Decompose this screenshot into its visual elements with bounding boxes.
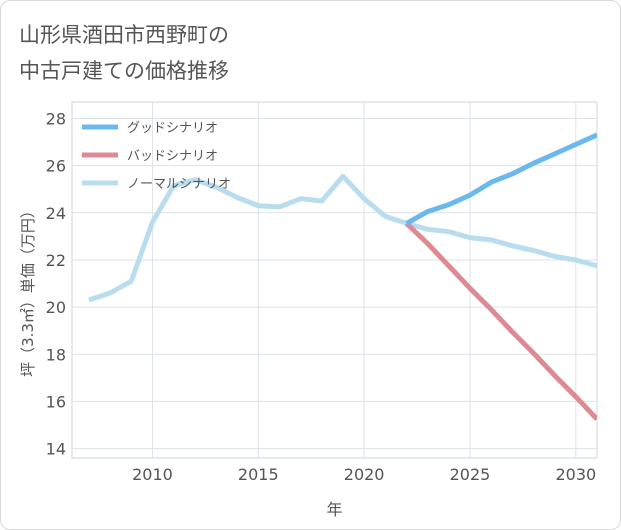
x-tick-label: 2015 [238, 465, 279, 484]
x-axis-label: 年 [326, 500, 342, 519]
x-tick-label: 2010 [132, 465, 173, 484]
series-line-2 [88, 173, 597, 303]
y-tick-label: 14 [46, 440, 66, 459]
chart-title-line2: 中古戸建ての価格推移 [19, 59, 229, 83]
y-tick-label: 18 [46, 345, 66, 364]
x-tick-label: 2025 [450, 465, 491, 484]
y-tick-label: 28 [46, 110, 66, 129]
legend-label-2: ノーマルシナリオ [127, 177, 231, 192]
y-tick-label: 24 [46, 204, 66, 223]
series-line-0 [405, 132, 597, 226]
chart-title-line1: 山形県酒田市西野町の [19, 23, 229, 47]
y-axis-label: 坪（3.3㎡）単価（万円） [19, 203, 37, 377]
x-tick-label: 2020 [344, 465, 385, 484]
plot-area [71, 101, 598, 459]
x-tick-label: 2030 [555, 465, 596, 484]
legend-label-0: グッドシナリオ [127, 121, 218, 136]
y-tick-label: 16 [46, 392, 66, 411]
chart-title: 山形県酒田市西野町の 中古戸建ての価格推移 [19, 17, 229, 89]
y-tick-label: 26 [46, 157, 66, 176]
y-tick-label: 22 [46, 251, 66, 270]
series-line-1 [404, 221, 597, 421]
legend-label-1: バッドシナリオ [127, 149, 218, 164]
y-tick-label: 20 [46, 298, 66, 317]
